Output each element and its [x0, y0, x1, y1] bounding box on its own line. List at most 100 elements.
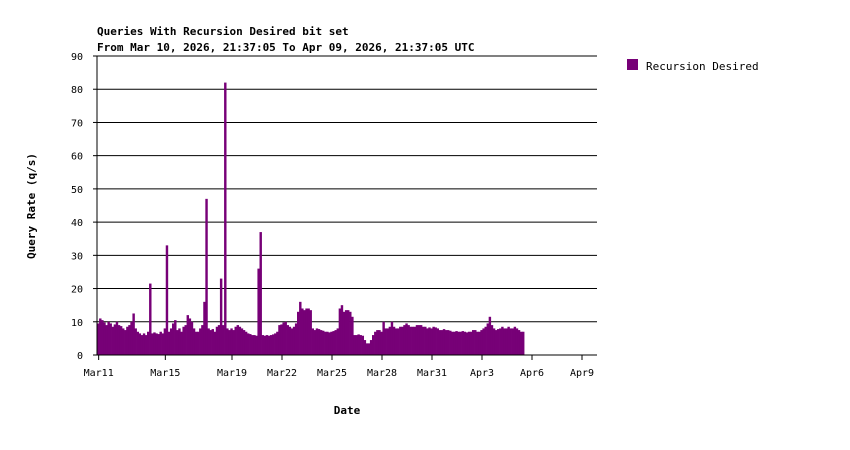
data-bar: [209, 330, 212, 355]
data-bar: [167, 331, 171, 355]
data-bar: [301, 308, 304, 355]
data-bar: [144, 335, 148, 355]
x-tick-label: Apr9: [570, 368, 594, 379]
data-bar: [326, 331, 329, 355]
data-bar: [140, 335, 144, 355]
data-bar: [511, 328, 515, 355]
data-bar: [503, 328, 506, 355]
data-bar: [197, 331, 200, 355]
data-bar: [201, 325, 204, 355]
data-bar: [147, 331, 150, 355]
data-bar: [382, 321, 385, 355]
data-bar: [467, 331, 471, 355]
data-bar: [132, 313, 135, 355]
data-bar: [234, 326, 237, 355]
plot-area: [97, 82, 525, 355]
data-bar: [363, 340, 367, 355]
data-bar: [280, 324, 283, 355]
data-bar: [313, 330, 317, 355]
y-tick-label: 70: [71, 118, 83, 129]
data-bar: [228, 330, 231, 355]
data-bar: [240, 328, 244, 355]
data-bar: [476, 331, 479, 355]
data-bar: [336, 328, 340, 355]
data-bar: [461, 331, 465, 355]
data-bar: [340, 305, 344, 355]
y-tick-label: 30: [71, 251, 83, 262]
data-bar: [478, 331, 481, 355]
data-bar: [330, 331, 333, 355]
data-bar: [230, 328, 233, 355]
y-axis-label: Query Rate (q/s): [25, 153, 38, 259]
data-bar: [219, 278, 223, 355]
data-bar: [403, 325, 406, 355]
data-bar: [159, 331, 162, 355]
chart-subtitle: From Mar 10, 2026, 21:37:05 To Apr 09, 2…: [97, 41, 475, 54]
y-tick-label: 0: [77, 351, 83, 362]
y-tick-label: 10: [71, 318, 83, 329]
data-bar: [249, 334, 252, 355]
data-bar: [390, 321, 394, 355]
data-bar: [328, 332, 331, 355]
data-bar: [161, 333, 165, 355]
data-bar: [442, 329, 446, 355]
data-bar: [192, 328, 196, 355]
data-bar: [203, 301, 206, 355]
y-tick-label: 40: [71, 218, 83, 229]
data-bar: [449, 330, 452, 355]
data-bar: [213, 331, 217, 355]
data-bar: [126, 326, 129, 355]
data-bar: [290, 328, 294, 355]
data-bar: [97, 323, 100, 355]
data-bar: [463, 331, 467, 355]
data-bar: [226, 328, 229, 355]
data-bar: [380, 331, 383, 355]
data-bar: [451, 331, 454, 355]
x-tick-label: Mar22: [267, 368, 297, 379]
data-bar: [488, 316, 492, 355]
data-bar: [457, 331, 460, 355]
data-bar: [522, 331, 525, 355]
data-bar: [259, 232, 262, 355]
data-bar: [492, 328, 496, 355]
chart-title: Queries With Recursion Desired bit set: [97, 25, 349, 38]
data-bar: [272, 334, 275, 355]
data-bar: [405, 323, 408, 355]
data-bar: [182, 326, 185, 355]
data-bar: [430, 328, 433, 355]
data-bar: [469, 331, 473, 355]
data-bar: [436, 328, 440, 355]
data-bar: [211, 329, 215, 355]
data-bar: [274, 333, 277, 355]
data-bar: [107, 321, 110, 355]
data-bar: [334, 330, 337, 355]
data-bar: [397, 328, 400, 355]
data-bar: [351, 316, 354, 355]
data-bar: [109, 323, 112, 355]
data-bar: [294, 323, 298, 355]
data-bar: [338, 308, 342, 355]
data-bar: [413, 326, 417, 355]
data-bar: [428, 327, 431, 355]
data-bar: [317, 329, 321, 355]
data-bar: [292, 326, 296, 355]
data-bar: [238, 326, 242, 355]
data-bar: [128, 325, 131, 355]
x-tick-label: Apr3: [470, 368, 494, 379]
data-bar: [267, 335, 271, 355]
x-tick-label: Mar11: [84, 368, 114, 379]
data-bar: [186, 315, 190, 355]
x-tick-label: Apr6: [520, 368, 544, 379]
legend-label: Recursion Desired: [646, 60, 759, 73]
y-axis-ticks: 0 10 20 30 40 50 60 70 80 90: [71, 52, 97, 362]
data-bar: [155, 333, 158, 355]
y-tick-label: 80: [71, 85, 83, 96]
data-bar: [184, 325, 187, 355]
data-bar: [136, 331, 140, 355]
data-bar: [130, 321, 133, 355]
data-bar: [376, 330, 379, 355]
data-bar: [278, 325, 281, 355]
x-tick-label: Mar25: [317, 368, 347, 379]
data-bar: [251, 335, 254, 355]
data-bar: [242, 330, 246, 355]
